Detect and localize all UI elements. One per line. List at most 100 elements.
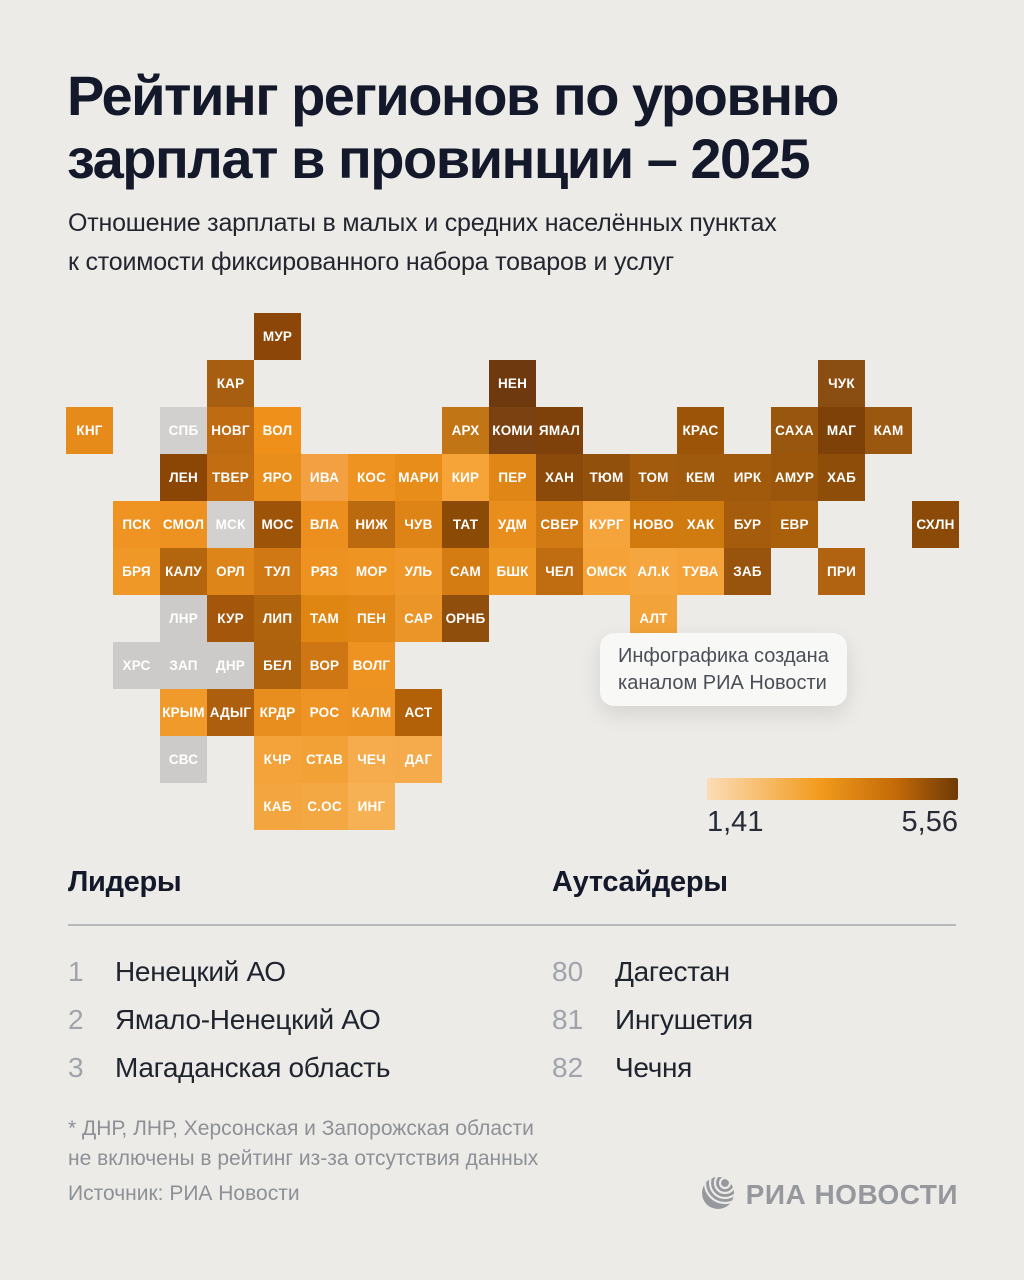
rank-number: 1 xyxy=(68,956,84,987)
map-tile: БУР xyxy=(724,501,771,548)
list-item: 1 Ненецкий АО xyxy=(68,948,498,996)
map-tile: САР xyxy=(395,595,442,642)
map-tile: КОМИ xyxy=(489,407,536,454)
map-tile: УДМ xyxy=(489,501,536,548)
source-label: Источник: РИА Новости xyxy=(68,1182,300,1205)
map-tile: УЛЬ xyxy=(395,548,442,595)
map-tile: ТОМ xyxy=(630,454,677,501)
footnote-line-1: * ДНР, ЛНР, Херсонская и Запорожская обл… xyxy=(68,1117,534,1140)
subtitle-line-2: к стоимости фиксированного набора товаро… xyxy=(68,248,674,276)
ria-globe-icon xyxy=(698,1172,738,1217)
map-tile: АЛ.К xyxy=(630,548,677,595)
map-tile: ПЕН xyxy=(348,595,395,642)
credit-text: Инфографика создана каналом РИА Новости xyxy=(600,643,847,697)
map-tile: КАЛМ xyxy=(348,689,395,736)
map-tile: ТАТ xyxy=(442,501,489,548)
map-tile: ЗАБ xyxy=(724,548,771,595)
map-tile: СТАВ xyxy=(301,736,348,783)
map-tile: ОРНБ xyxy=(442,595,489,642)
region-name: Дагестан xyxy=(615,956,730,987)
map-tile: ВОР xyxy=(301,642,348,689)
region-name: Магаданская область xyxy=(115,1052,391,1083)
rank-number: 81 xyxy=(552,1004,584,1035)
list-item: 3 Магаданская область xyxy=(68,1044,498,1092)
list-item: 81 Ингушетия xyxy=(552,996,982,1044)
footnote-line-2: не включены в рейтинг из-за отсутствия д… xyxy=(68,1147,539,1170)
rank-number: 80 xyxy=(552,956,584,987)
map-tile: ПРИ xyxy=(818,548,865,595)
map-tile: ТУЛ xyxy=(254,548,301,595)
map-tile: ТЮМ xyxy=(583,454,630,501)
map-tile: ОРЛ xyxy=(207,548,254,595)
map-tile: ЛЕН xyxy=(160,454,207,501)
map-tile: ЧУВ xyxy=(395,501,442,548)
ria-novosti-logo: РИА НОВОСТИ xyxy=(698,1172,958,1217)
map-tile: С.ОС xyxy=(301,783,348,830)
map-tile: ХАБ xyxy=(818,454,865,501)
map-tile: СМОЛ xyxy=(160,501,207,548)
subtitle-line-1: Отношение зарплаты в малых и средних нас… xyxy=(68,209,777,237)
region-name: Ингушетия xyxy=(615,1004,753,1035)
legend-min-label: 1,41 xyxy=(707,806,764,838)
rank-number: 2 xyxy=(68,1004,84,1035)
map-tile: КНГ xyxy=(66,407,113,454)
outsiders-list: 80 Дагестан 81 Ингушетия 82 Чечня xyxy=(552,948,982,1092)
map-tile: МОС xyxy=(254,501,301,548)
region-name: Ненецкий АО xyxy=(115,956,286,987)
map-tile: НОВО xyxy=(630,501,677,548)
credit-line-2: каналом РИА Новости xyxy=(618,671,827,694)
map-tile: МУР xyxy=(254,313,301,360)
map-tile: НИЖ xyxy=(348,501,395,548)
map-tile: ЧЕЧ xyxy=(348,736,395,783)
map-tile: АДЫГ xyxy=(207,689,254,736)
map-tile: СПБ xyxy=(160,407,207,454)
rank-number: 82 xyxy=(552,1052,584,1083)
map-tile: ДАГ xyxy=(395,736,442,783)
list-item: 80 Дагестан xyxy=(552,948,982,996)
map-tile: ЛНР xyxy=(160,595,207,642)
map-tile: ХРС xyxy=(113,642,160,689)
map-tile: КРЫМ xyxy=(160,689,207,736)
map-tile: МАРИ xyxy=(395,454,442,501)
title-line-2: зарплат в провинции – 2025 xyxy=(67,127,810,190)
map-tile: ТАМ xyxy=(301,595,348,642)
map-tile: ЗАП xyxy=(160,642,207,689)
map-tile: МОР xyxy=(348,548,395,595)
map-tile: ЯРО xyxy=(254,454,301,501)
map-tile: ЧЕЛ xyxy=(536,548,583,595)
map-tile: ТУВА xyxy=(677,548,724,595)
map-tile: АРХ xyxy=(442,407,489,454)
map-tile: ЧУК xyxy=(818,360,865,407)
map-tile: КАБ xyxy=(254,783,301,830)
section-divider xyxy=(68,924,956,926)
map-tile: АМУР xyxy=(771,454,818,501)
map-tile: ВЛА xyxy=(301,501,348,548)
map-tile: ПЕР xyxy=(489,454,536,501)
map-tile: ДНР xyxy=(207,642,254,689)
outsiders-heading: Аутсайдеры xyxy=(552,866,728,898)
map-tile: КАМ xyxy=(865,407,912,454)
map-tile: ВОЛ xyxy=(254,407,301,454)
map-tile: КРДР xyxy=(254,689,301,736)
footnote: * ДНР, ЛНР, Херсонская и Запорожская обл… xyxy=(68,1114,538,1174)
map-tile: ИВА xyxy=(301,454,348,501)
map-tile: КЕМ xyxy=(677,454,724,501)
logo-text: РИА НОВОСТИ xyxy=(745,1178,958,1210)
tile-map: МУР КАР НЕН ЧУК КНГ СПБ НОВГ ВОЛ АРХ КОМИ ЯМАЛ КРАС… xyxy=(66,313,960,831)
map-tile: ХАН xyxy=(536,454,583,501)
map-tile: БЕЛ xyxy=(254,642,301,689)
map-tile: НОВГ xyxy=(207,407,254,454)
list-item: 2 Ямало-Ненецкий АО xyxy=(68,996,498,1044)
map-tile: КИР xyxy=(442,454,489,501)
page-subtitle: Отношение зарплаты в малых и средних нас… xyxy=(68,204,777,282)
map-tile: КАР xyxy=(207,360,254,407)
map-tile: БШК xyxy=(489,548,536,595)
map-tile: КЧР xyxy=(254,736,301,783)
region-name: Чечня xyxy=(615,1052,693,1083)
map-tile: ИНГ xyxy=(348,783,395,830)
map-tile: ЛИП xyxy=(254,595,301,642)
map-tile: МАГ xyxy=(818,407,865,454)
map-tile: КРАС xyxy=(677,407,724,454)
map-tile: ЕВР xyxy=(771,501,818,548)
map-tile: ИРК xyxy=(724,454,771,501)
